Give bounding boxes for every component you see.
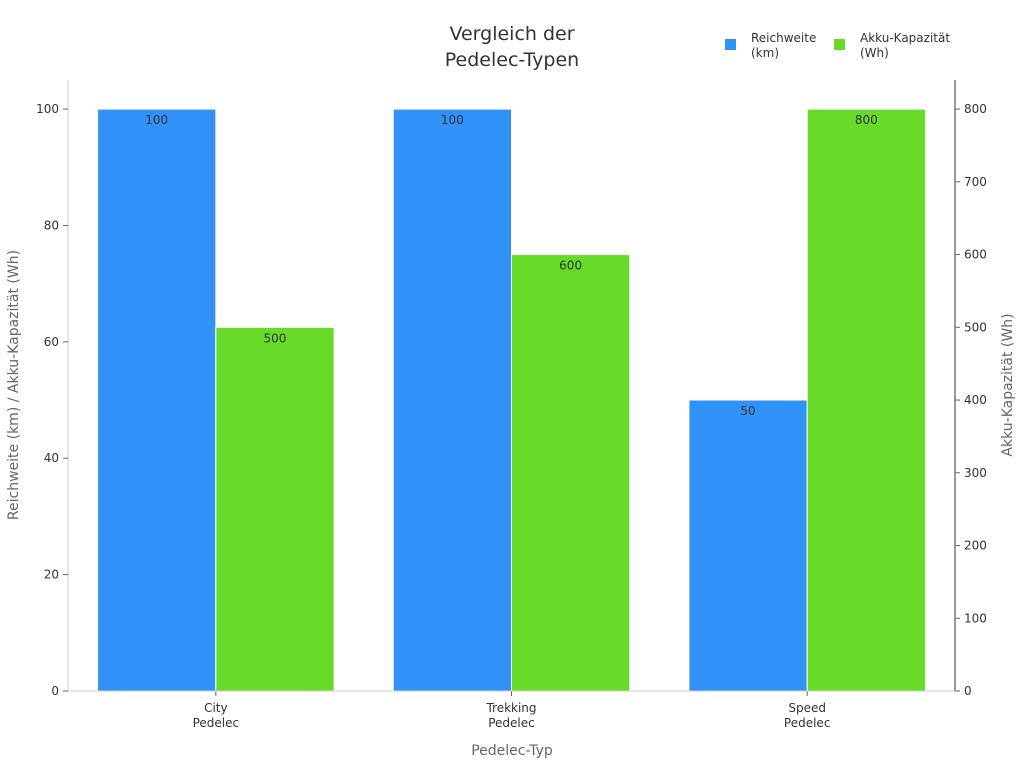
legend-label-akku-2: (Wh)	[860, 46, 889, 60]
data-label: 100	[145, 113, 168, 127]
y2-tick-label: 800	[964, 102, 987, 116]
chart-title-line-1: Vergleich der	[449, 23, 574, 45]
data-label: 600	[559, 259, 582, 273]
y-tick-label: 100	[36, 102, 59, 116]
legend-label-akku-1: Akku-Kapazität	[860, 31, 950, 45]
y-tick-label: 40	[44, 451, 59, 465]
y-tick-label: 20	[44, 568, 59, 582]
data-label: 800	[855, 113, 878, 127]
bar	[688, 399, 808, 692]
x-tick-label: Trekking	[485, 701, 536, 715]
y2-tick-label: 700	[964, 175, 987, 189]
y2-tick-label: 200	[964, 539, 987, 553]
bar	[806, 108, 926, 692]
x-tick-label: City	[204, 701, 228, 715]
legend-swatch-reichweite	[725, 39, 736, 50]
y2-tick-label: 100	[964, 611, 987, 625]
x-axis-label: Pedelec-Typ	[471, 743, 553, 759]
bar	[215, 326, 335, 692]
y2-tick-label: 400	[964, 393, 987, 407]
chart-title-line-2: Pedelec-Typen	[445, 49, 579, 71]
y-tick-label: 80	[44, 218, 59, 232]
y-tick-label: 60	[44, 335, 59, 349]
x-tick-label: Speed	[788, 701, 826, 715]
bar	[97, 108, 217, 692]
y2-axis-label: Akku-Kapazität (Wh)	[1000, 313, 1016, 456]
y2-tick-label: 600	[964, 248, 987, 262]
y-axis-label: Reichweite (km) / Akku-Kapazität (Wh)	[6, 250, 22, 520]
legend-label-reichweite-1: Reichweite	[751, 31, 816, 45]
bar	[511, 254, 631, 692]
y2-tick-label: 500	[964, 320, 987, 334]
x-tick-label: Pedelec	[488, 716, 535, 730]
y2-tick-label: 300	[964, 466, 987, 480]
data-label: 50	[740, 404, 755, 418]
data-label: 500	[264, 331, 287, 345]
y2-tick-label: 0	[964, 684, 972, 698]
legend: Reichweite (km) Akku-Kapazität (Wh)	[725, 31, 950, 60]
y-tick-label: 0	[51, 684, 59, 698]
x-tick-label: Pedelec	[193, 716, 240, 730]
legend-label-reichweite-2: (km)	[751, 46, 779, 60]
legend-swatch-akku	[834, 39, 845, 50]
bar	[392, 108, 513, 692]
x-tick-label: Pedelec	[784, 716, 831, 730]
data-label: 100	[441, 113, 464, 127]
